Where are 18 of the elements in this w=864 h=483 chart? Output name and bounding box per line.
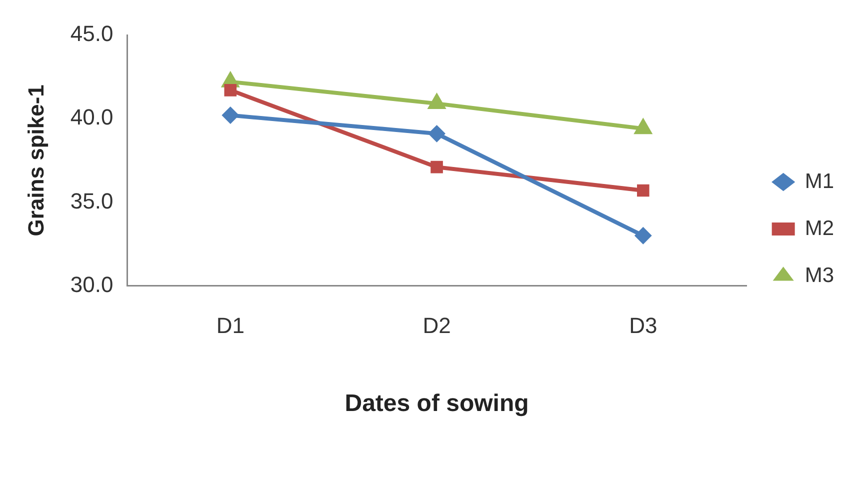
point xyxy=(428,125,446,142)
y-tick-label: 45.0 xyxy=(70,21,114,46)
legend-label: M1 xyxy=(804,170,834,193)
point xyxy=(634,227,652,244)
x-tick-label: D3 xyxy=(629,313,658,338)
legend-label: M3 xyxy=(804,264,834,287)
point xyxy=(430,160,443,174)
legend-label: M2 xyxy=(804,216,834,240)
point xyxy=(636,184,650,197)
y-axis-title: Grains spike-1 xyxy=(23,84,48,236)
y-tick-label: 35.0 xyxy=(70,188,114,214)
point xyxy=(224,84,237,96)
x-tick-label: D1 xyxy=(216,313,244,338)
point xyxy=(222,106,239,124)
y-tick-label: 30.0 xyxy=(70,272,114,297)
x-tick-label: D2 xyxy=(422,313,451,338)
y-tick-label: 40.0 xyxy=(70,104,114,130)
x-axis-title: Dates of sowing xyxy=(344,390,529,418)
